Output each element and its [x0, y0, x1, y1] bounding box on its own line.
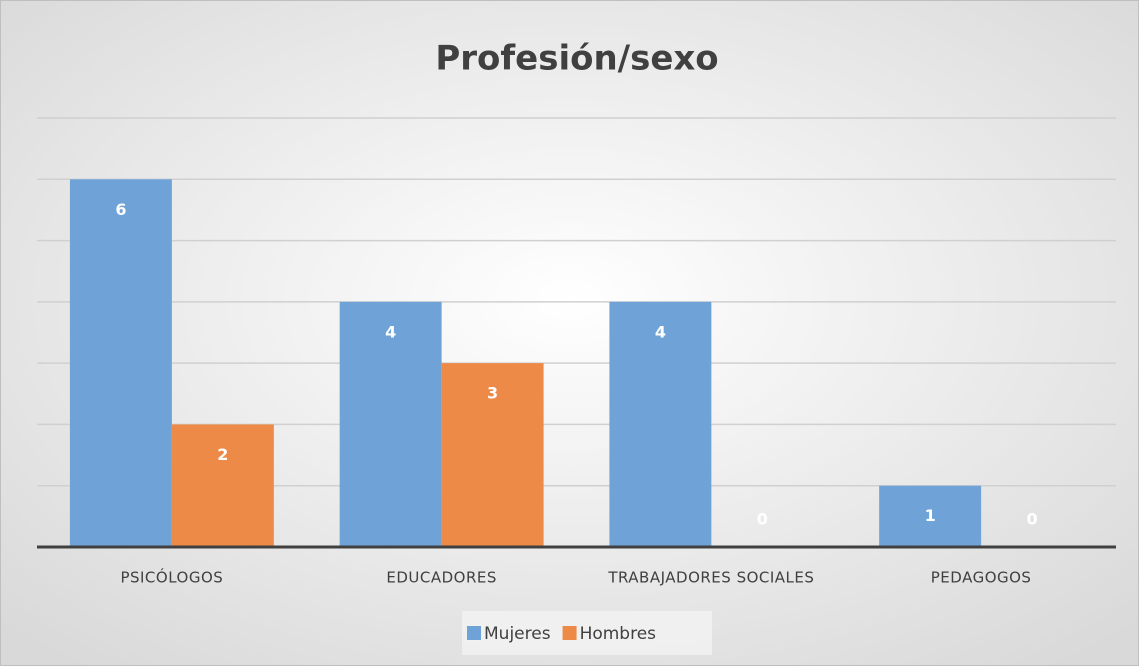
data-label: 4: [655, 322, 666, 341]
x-tick-label: TRABAJADORES SOCIALES: [607, 569, 814, 587]
data-label: 2: [217, 445, 228, 464]
bar: [879, 485, 982, 547]
bar: [69, 179, 172, 548]
bar: [441, 363, 544, 547]
bar: [171, 424, 274, 547]
data-label: 3: [487, 384, 498, 403]
chart-title: Profesión/sexo: [435, 39, 718, 79]
legend-box: [462, 611, 712, 655]
data-label: 0: [1027, 510, 1038, 529]
x-tick-label: PEDAGOGOS: [931, 569, 1032, 587]
legend-label: Mujeres: [484, 624, 551, 644]
data-label: 6: [115, 200, 126, 219]
x-tick-label: PSICÓLOGOS: [120, 568, 223, 587]
bar: [339, 301, 442, 547]
legend-swatch: [467, 626, 481, 640]
data-label: 0: [757, 510, 768, 529]
data-label: 4: [385, 322, 396, 341]
x-tick-label: EDUCADORES: [386, 569, 497, 587]
legend-swatch: [562, 626, 577, 640]
data-label: 1: [925, 506, 936, 525]
legend-label: Hombres: [580, 624, 657, 644]
bar: [609, 301, 712, 547]
